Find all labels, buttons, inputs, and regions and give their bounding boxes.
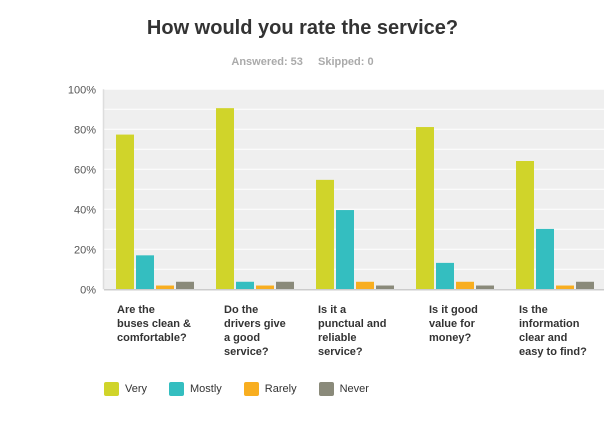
bar-chart: 0% 20% 40% 60% 80% 100% Are the buses clean & co… — [68, 84, 604, 358]
bar-never — [176, 281, 194, 290]
legend-label: Very — [125, 383, 148, 395]
x-tick-label: Is it good value for money? — [429, 304, 478, 344]
x-tick-label-line: money? — [429, 332, 471, 344]
x-tick-label: Is the information clear and easy to find? — [519, 304, 587, 358]
bar-rarely — [256, 285, 274, 290]
legend-label: Rarely — [264, 383, 297, 395]
legend-swatch — [169, 382, 185, 396]
x-tick-label-line: Do the — [224, 304, 258, 316]
x-tick-label-line: drivers give — [224, 318, 286, 330]
bar-mostly — [336, 210, 354, 290]
chart-title: How would you rate the service? — [146, 17, 459, 39]
x-tick-label-line: Is it a — [318, 304, 347, 316]
bar-rarely — [456, 281, 474, 290]
y-tick-label: 100% — [68, 84, 96, 96]
bar-never — [476, 285, 494, 290]
legend-item-very: Very — [104, 382, 147, 396]
bar-rarely — [356, 281, 374, 290]
legend-label: Mostly — [190, 383, 222, 395]
x-tick-label: Is it a punctual and reliable service? — [318, 304, 386, 358]
x-tick-label-line: easy to find? — [519, 346, 587, 358]
x-tick-label-line: Are the — [117, 304, 155, 316]
legend-item-rarely: Rarely — [243, 382, 297, 396]
x-tick-label-line: punctual and — [318, 318, 386, 330]
x-tick-label-line: clear and — [519, 332, 567, 344]
x-tick-label-line: buses clean & — [117, 318, 191, 330]
y-tick-label: 0% — [80, 284, 96, 296]
bar-mostly — [236, 281, 254, 290]
bar-very — [116, 134, 134, 290]
bar-never — [576, 281, 594, 290]
legend-swatch — [243, 382, 259, 396]
bar-very — [516, 161, 534, 290]
bar-very — [316, 179, 334, 290]
x-tick-label-line: Is the — [519, 304, 548, 316]
bar-mostly — [536, 228, 554, 290]
bar-very — [216, 108, 234, 290]
legend-label: Never — [339, 383, 369, 395]
y-tick-label: 40% — [74, 204, 96, 216]
legend: Very Mostly Rarely Never — [104, 382, 391, 396]
x-tick-label-line: comfortable? — [117, 332, 187, 344]
x-tick-label: Are the buses clean & comfortable? — [117, 304, 191, 344]
y-tick-label: 80% — [74, 124, 96, 136]
answered-count: Answered: 53 — [231, 56, 303, 68]
legend-swatch — [318, 382, 334, 396]
skipped-count: Skipped: 0 — [317, 56, 374, 68]
bar-never — [376, 285, 394, 290]
bar-rarely — [556, 285, 574, 290]
bar-very — [416, 127, 434, 290]
x-tick-label-line: information — [519, 318, 580, 330]
legend-swatch — [104, 382, 119, 396]
response-stats: Answered: 53 Skipped: 0 — [0, 56, 605, 68]
bar-rarely — [156, 285, 174, 290]
x-tick-label-line: reliable — [318, 332, 357, 344]
bar-mostly — [136, 255, 154, 290]
x-tick-label-line: service? — [318, 346, 363, 358]
x-tick-label: Do the drivers give a good service? — [224, 304, 286, 358]
legend-item-mostly: Mostly — [169, 382, 222, 396]
y-tick-label: 60% — [74, 164, 96, 176]
x-tick-label-line: a good — [224, 332, 260, 344]
y-tick-label: 20% — [74, 244, 96, 256]
legend-item-never: Never — [318, 382, 369, 396]
x-tick-label-line: value for — [429, 318, 476, 330]
bar-never — [276, 281, 294, 290]
bar-mostly — [436, 262, 454, 290]
x-tick-label-line: Is it good — [429, 304, 478, 316]
x-tick-label-line: service? — [224, 346, 269, 358]
